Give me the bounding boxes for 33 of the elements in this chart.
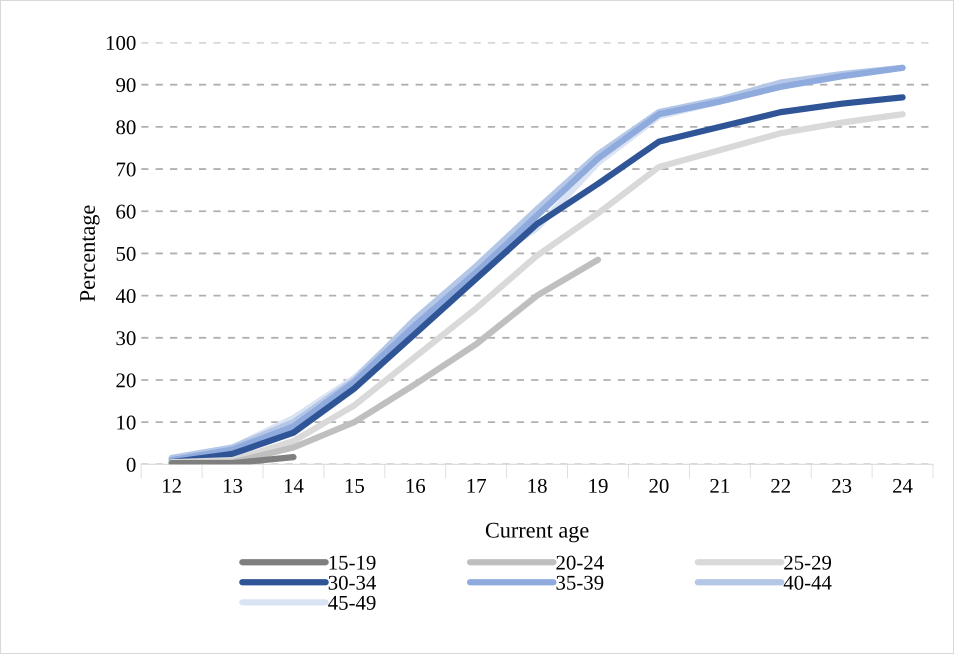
- y-tick-label: 100: [106, 36, 136, 50]
- y-axis-title: Percentage: [80, 205, 100, 302]
- y-tick-label: 60: [116, 204, 136, 219]
- y-tick-label: 70: [116, 162, 136, 176]
- y-tick-label: 50: [116, 246, 136, 261]
- y-tick-label: 20: [116, 373, 136, 388]
- x-tick-label: 18: [528, 478, 547, 493]
- x-tick-label: 19: [589, 478, 608, 493]
- y-tick-label: 40: [116, 288, 136, 304]
- x-tick-label: 22: [771, 478, 790, 493]
- legend-label: 25-29: [784, 556, 832, 570]
- x-tick-label: 20: [649, 478, 669, 493]
- legend-label: 35-39: [556, 576, 604, 590]
- legend-label: 40-44: [784, 576, 832, 590]
- y-tick-label: 0: [126, 458, 136, 472]
- y-tick-label: 90: [116, 78, 136, 92]
- y-tick-label: 30: [116, 331, 136, 346]
- legend-label: 15-19: [330, 556, 376, 570]
- legend-label: 20-24: [556, 556, 604, 570]
- x-tick-label: 21: [710, 478, 729, 493]
- x-tick-label: 17: [468, 478, 486, 493]
- y-tick-label: 10: [117, 416, 136, 430]
- x-axis-title: Current age: [486, 522, 588, 542]
- y-tick-label: 80: [116, 120, 136, 134]
- x-tick-label: 24: [893, 478, 913, 493]
- legend-label: 30-34: [328, 576, 376, 590]
- x-tick-label: 12: [163, 478, 181, 493]
- x-tick-label: 13: [224, 478, 242, 493]
- x-tick-label: 15: [346, 478, 364, 493]
- legend-label: 45-49: [328, 596, 376, 610]
- x-tick-label: 23: [832, 478, 852, 493]
- x-tick-label: 14: [284, 478, 304, 493]
- x-tick-label: 16: [406, 478, 426, 493]
